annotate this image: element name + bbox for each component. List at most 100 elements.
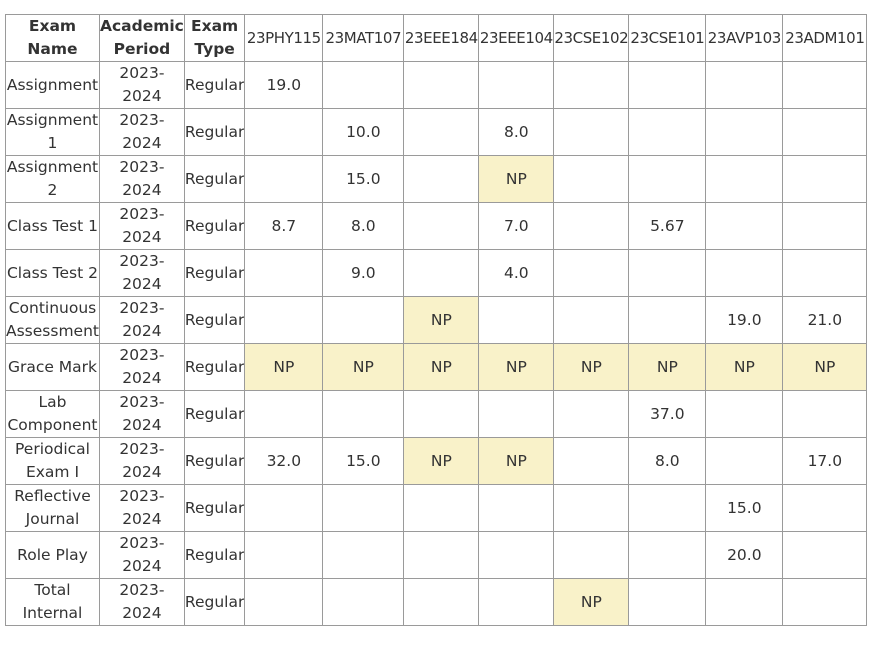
mark-cell: 20.0	[705, 531, 784, 579]
mark-cell	[478, 484, 555, 532]
mark-cell: 37.0	[628, 390, 707, 438]
mark-cell: NP	[403, 296, 480, 344]
mark-cell	[782, 390, 868, 438]
exam-name-cell: Assignment 1	[5, 108, 100, 156]
mark-cell: NP	[403, 343, 480, 391]
academic-period-cell: 2023- 2024	[98, 578, 185, 626]
mark-cell	[628, 61, 707, 109]
mark-cell	[628, 108, 707, 156]
mark-cell: NP	[705, 343, 784, 391]
mark-cell	[782, 531, 868, 579]
mark-cell: 10.0	[322, 108, 405, 156]
mark-cell	[705, 578, 784, 626]
mark-cell: 8.0	[478, 108, 555, 156]
exam-name-cell: Class Test 1	[5, 202, 100, 250]
mark-cell: NP	[322, 343, 405, 391]
academic-period-cell: 2023- 2024	[98, 249, 185, 297]
table-row: Periodical Exam I 2023- 2024 Regular 32.0 15…	[5, 437, 868, 485]
marks-table-body: Assignment 2023- 2024 Regular 19.0 Assignmen…	[5, 61, 868, 626]
mark-cell	[403, 249, 480, 297]
mark-cell	[705, 202, 784, 250]
mark-cell	[628, 249, 707, 297]
mark-cell: 17.0	[782, 437, 868, 485]
exam-type-cell: Regular	[183, 531, 246, 579]
mark-cell: 7.0	[478, 202, 555, 250]
exam-type-cell: Regular	[183, 249, 246, 297]
exam-type-cell: Regular	[183, 61, 246, 109]
mark-cell	[553, 108, 630, 156]
mark-cell: 8.0	[322, 202, 405, 250]
exam-type-cell: Regular	[183, 202, 246, 250]
exam-name-cell: Continuous Assessment	[5, 296, 100, 344]
mark-cell	[244, 296, 324, 344]
table-row: Lab Component 2023- 2024 Regular 37.0	[5, 390, 868, 438]
header-course: 23CSE102	[553, 14, 630, 62]
mark-cell	[322, 296, 405, 344]
mark-cell: NP	[553, 578, 630, 626]
table-row: Assignment 1 2023- 2024 Regular 10.0 8.0	[5, 108, 868, 156]
mark-cell	[782, 249, 868, 297]
academic-period-cell: 2023- 2024	[98, 437, 185, 485]
mark-cell: NP	[628, 343, 707, 391]
exam-name-cell: Class Test 2	[5, 249, 100, 297]
mark-cell	[705, 437, 784, 485]
header-course: 23EEE104	[478, 14, 555, 62]
mark-cell: NP	[478, 437, 555, 485]
header-course: 23PHY115	[244, 14, 324, 62]
academic-period-cell: 2023- 2024	[98, 61, 185, 109]
mark-cell: 4.0	[478, 249, 555, 297]
mark-cell	[628, 578, 707, 626]
mark-cell: NP	[403, 437, 480, 485]
mark-cell	[403, 390, 480, 438]
mark-cell	[782, 108, 868, 156]
mark-cell	[322, 484, 405, 532]
mark-cell: NP	[478, 155, 555, 203]
exam-name-cell: Assignment 2	[5, 155, 100, 203]
exam-type-cell: Regular	[183, 390, 246, 438]
table-row: Reflective Journal 2023- 2024 Regular 15.0	[5, 484, 868, 532]
mark-cell	[705, 108, 784, 156]
mark-cell: 8.7	[244, 202, 324, 250]
mark-cell	[782, 484, 868, 532]
mark-cell	[478, 390, 555, 438]
mark-cell	[244, 390, 324, 438]
mark-cell: 5.67	[628, 202, 707, 250]
mark-cell: NP	[782, 343, 868, 391]
mark-cell	[705, 155, 784, 203]
mark-cell	[403, 484, 480, 532]
mark-cell	[553, 249, 630, 297]
mark-cell	[322, 531, 405, 579]
academic-period-cell: 2023- 2024	[98, 390, 185, 438]
mark-cell: NP	[478, 343, 555, 391]
mark-cell	[628, 296, 707, 344]
exam-type-cell: Regular	[183, 484, 246, 532]
exam-name-cell: Assignment	[5, 61, 100, 109]
table-row: Assignment 2 2023- 2024 Regular 15.0 NP	[5, 155, 868, 203]
mark-cell	[705, 249, 784, 297]
mark-cell	[478, 61, 555, 109]
table-row: Class Test 2 2023- 2024 Regular 9.0 4.0	[5, 249, 868, 297]
mark-cell	[244, 484, 324, 532]
table-row: Grace Mark 2023- 2024 Regular NP NP NP NP NP NP N…	[5, 343, 868, 391]
mark-cell: 19.0	[705, 296, 784, 344]
mark-cell	[553, 202, 630, 250]
header-exam-type: Exam Type	[183, 14, 246, 62]
table-row: Role Play 2023- 2024 Regular 20.0	[5, 531, 868, 579]
mark-cell	[782, 61, 868, 109]
mark-cell	[403, 155, 480, 203]
academic-period-cell: 2023- 2024	[98, 296, 185, 344]
table-row: Total Internal 2023- 2024 Regular NP	[5, 578, 868, 626]
mark-cell	[403, 531, 480, 579]
exam-name-cell: Role Play	[5, 531, 100, 579]
mark-cell: 21.0	[782, 296, 868, 344]
mark-cell	[553, 155, 630, 203]
mark-cell	[553, 437, 630, 485]
mark-cell	[628, 155, 707, 203]
academic-period-cell: 2023- 2024	[98, 108, 185, 156]
exam-name-cell: Grace Mark	[5, 343, 100, 391]
mark-cell: 15.0	[322, 437, 405, 485]
mark-cell: 15.0	[705, 484, 784, 532]
marks-table-container: Exam Name Academic Period Exam Type 23PH…	[5, 14, 868, 626]
academic-period-cell: 2023- 2024	[98, 531, 185, 579]
mark-cell	[322, 578, 405, 626]
